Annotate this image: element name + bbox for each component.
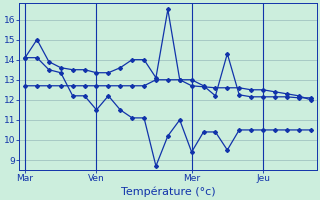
X-axis label: Température (°c): Température (°c): [121, 186, 215, 197]
